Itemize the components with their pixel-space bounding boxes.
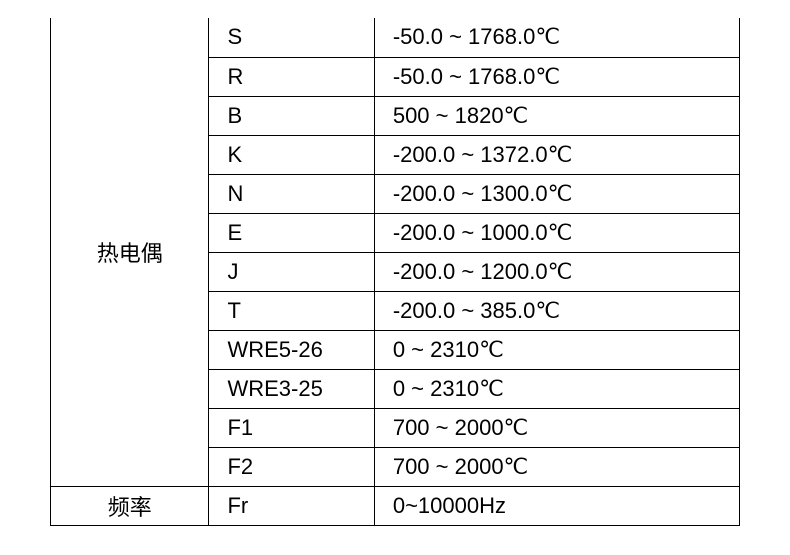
group-frequency: 频率: [51, 486, 209, 525]
cell-range: -200.0 ~ 1200.0℃: [374, 252, 739, 291]
cell-type: T: [209, 291, 374, 330]
cell-type: WRE3-25: [209, 369, 374, 408]
cell-type: E: [209, 213, 374, 252]
cell-type: R: [209, 57, 374, 96]
cell-range: 500 ~ 1820℃: [374, 96, 739, 135]
cell-range: -200.0 ~ 1300.0℃: [374, 174, 739, 213]
cell-range: 700 ~ 2000℃: [374, 447, 739, 486]
cell-range: 0~10000Hz: [374, 486, 739, 525]
cell-range: -50.0 ~ 1768.0℃: [374, 18, 739, 57]
table-row: 频率 Fr 0~10000Hz: [51, 486, 740, 525]
cell-range: -50.0 ~ 1768.0℃: [374, 57, 739, 96]
cell-range: -200.0 ~ 385.0℃: [374, 291, 739, 330]
cell-type: F2: [209, 447, 374, 486]
cell-type: B: [209, 96, 374, 135]
table-row: 热电偶 S -50.0 ~ 1768.0℃: [51, 18, 740, 57]
cell-type: N: [209, 174, 374, 213]
table-container: 热电偶 S -50.0 ~ 1768.0℃ R -50.0 ~ 1768.0℃ …: [0, 0, 790, 544]
cell-range: 0 ~ 2310℃: [374, 330, 739, 369]
cell-type: K: [209, 135, 374, 174]
cell-range: 700 ~ 2000℃: [374, 408, 739, 447]
cell-type: F1: [209, 408, 374, 447]
cell-type: WRE5-26: [209, 330, 374, 369]
cell-type: J: [209, 252, 374, 291]
cell-range: -200.0 ~ 1372.0℃: [374, 135, 739, 174]
cell-type: S: [209, 18, 374, 57]
group-thermocouple: 热电偶: [51, 18, 209, 486]
spec-table: 热电偶 S -50.0 ~ 1768.0℃ R -50.0 ~ 1768.0℃ …: [50, 18, 740, 526]
cell-range: -200.0 ~ 1000.0℃: [374, 213, 739, 252]
cell-type: Fr: [209, 486, 374, 525]
cell-range: 0 ~ 2310℃: [374, 369, 739, 408]
